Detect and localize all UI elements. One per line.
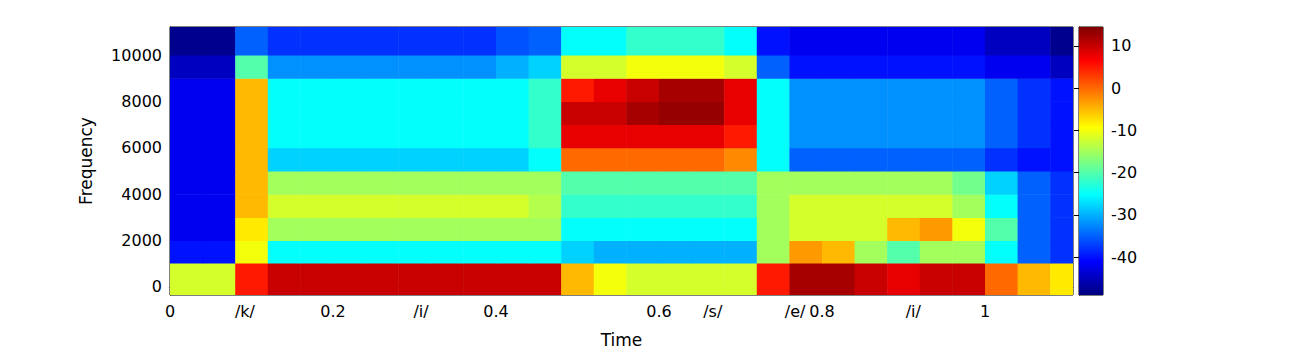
svg-text:10000: 10000 <box>111 46 162 65</box>
svg-text:1: 1 <box>980 302 990 321</box>
svg-text:Frequency: Frequency <box>76 117 96 205</box>
svg-text:10: 10 <box>1111 36 1131 55</box>
svg-text:0: 0 <box>152 277 162 296</box>
svg-text:/i/: /i/ <box>906 302 922 321</box>
svg-text:-10: -10 <box>1111 121 1137 140</box>
svg-text:0.4: 0.4 <box>483 302 508 321</box>
svg-text:8000: 8000 <box>121 92 162 111</box>
svg-text:/i/: /i/ <box>413 302 429 321</box>
svg-text:-20: -20 <box>1111 163 1137 182</box>
svg-text:4000: 4000 <box>121 185 162 204</box>
svg-text:0.8: 0.8 <box>809 302 834 321</box>
svg-text:2000: 2000 <box>121 231 162 250</box>
svg-text:/k/: /k/ <box>235 302 256 321</box>
svg-text:-30: -30 <box>1111 205 1137 224</box>
svg-text:/e/: /e/ <box>785 302 806 321</box>
svg-text:0: 0 <box>165 302 175 321</box>
svg-text:0.2: 0.2 <box>320 302 345 321</box>
svg-text:/s/: /s/ <box>703 302 723 321</box>
svg-text:-40: -40 <box>1111 248 1137 267</box>
svg-text:6000: 6000 <box>121 138 162 157</box>
svg-text:Time: Time <box>600 330 643 350</box>
svg-text:0: 0 <box>1111 79 1121 98</box>
svg-text:0.6: 0.6 <box>646 302 671 321</box>
